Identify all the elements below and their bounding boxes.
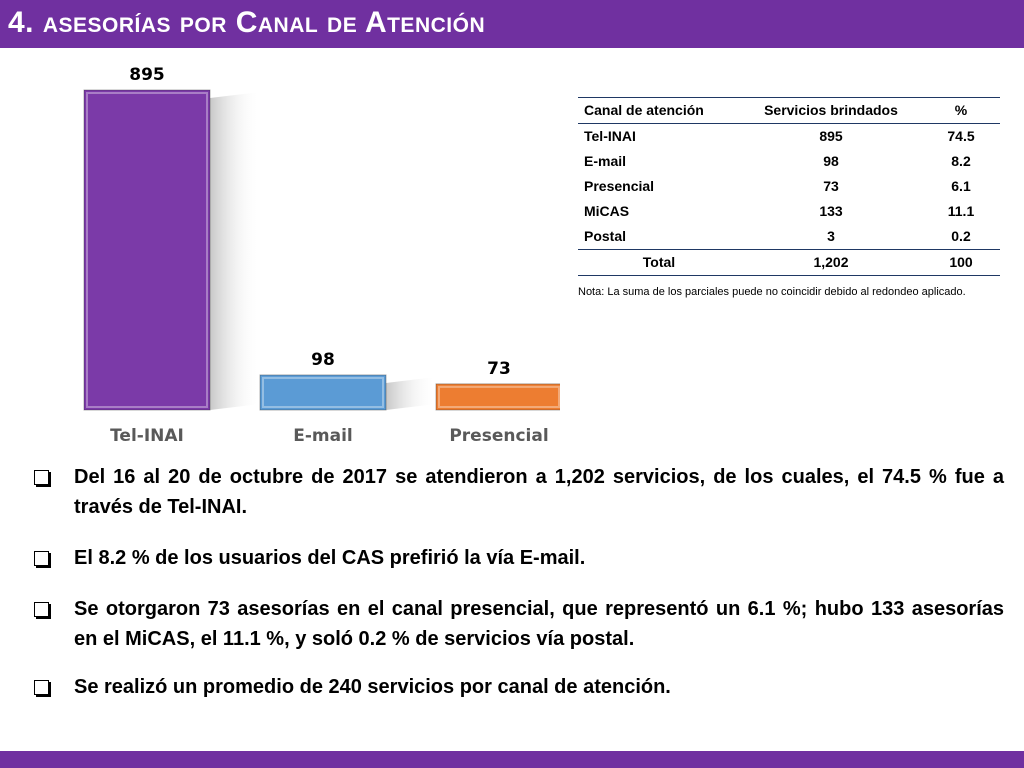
bullet-item: Se otorgaron 73 asesorías en el canal pr… [34, 594, 1004, 654]
table-cell: 133 [819, 203, 843, 219]
table-cell: Tel-INAI [584, 128, 636, 144]
table-header: Servicios brindados [740, 97, 922, 124]
table-total-percent: 100 [922, 249, 1000, 276]
bullet-item: El 8.2 % de los usuarios del CAS prefiri… [34, 543, 1004, 573]
table-cell: Postal [584, 228, 627, 244]
table-header: Canal de atención [578, 97, 740, 124]
checkbox-icon [34, 470, 49, 485]
table-cell: MiCAS [584, 203, 630, 219]
table-cell: Presencial [584, 178, 655, 194]
category-label: Tel-INAI [110, 426, 184, 446]
table-row: Tel-INAI 895 74.5 [578, 124, 1000, 150]
table-cell: E-mail [584, 153, 627, 169]
table-row: E-mail 98 8.2 [578, 149, 1000, 174]
bar-value-label: 98 [311, 350, 335, 370]
table-cell: 8.2 [951, 153, 971, 169]
bar-e-mail [259, 374, 387, 411]
bar-bevel [262, 376, 384, 409]
title-bar: 4. asesorías por Canal de Atención [0, 0, 1024, 48]
table-total-services: 1,202 [740, 249, 922, 276]
checkbox-icon [34, 680, 49, 695]
table-cell: 6.1 [951, 178, 971, 194]
bullet-text: Se realizó un promedio de 240 servicios … [74, 676, 671, 698]
table-cell: 3 [827, 228, 835, 244]
table-row: Presencial 73 6.1 [578, 174, 1000, 199]
bullet-list: Del 16 al 20 de octubre de 2017 se atend… [34, 462, 1004, 723]
table-cell: 895 [819, 128, 843, 144]
checkbox-icon [34, 551, 49, 566]
bullet-text: Se otorgaron 73 asesorías en el canal pr… [74, 598, 1004, 650]
table-row: Postal 3 0.2 [578, 224, 1000, 250]
table-cell: 73 [823, 178, 839, 194]
table-cell: 0.2 [951, 228, 971, 244]
bar-shadow [210, 92, 260, 410]
bar-value-label: 895 [129, 65, 165, 85]
bullet-item: Se realizó un promedio de 240 servicios … [34, 672, 1004, 702]
checkbox-icon [34, 602, 49, 617]
category-label: E-mail [293, 426, 353, 446]
bar-chart: 895Tel-INAI98E-mail73Presencial133MiCAS3… [83, 65, 560, 446]
bullet-item: Del 16 al 20 de octubre de 2017 se atend… [34, 462, 1004, 522]
table-cell: 74.5 [947, 128, 975, 144]
bar-value-label: 73 [487, 359, 511, 379]
table-cell: 11.1 [947, 203, 975, 219]
table-total-row: Total 1,202 100 [578, 249, 1000, 276]
data-table: Canal de atención Servicios brindados % … [578, 97, 1000, 276]
bar-bevel [438, 385, 560, 409]
table-header: % [922, 97, 1000, 124]
table-total-label: Total [578, 249, 740, 276]
bar-presencial [435, 383, 560, 411]
bar-tel-inai [83, 89, 211, 411]
table-row: MiCAS 133 11.1 [578, 199, 1000, 224]
slide-title: 4. asesorías por Canal de Atención [8, 6, 486, 39]
footer-bar [0, 751, 1024, 768]
bullet-text: Del 16 al 20 de octubre de 2017 se atend… [74, 466, 1004, 518]
table-header-row: Canal de atención Servicios brindados % [578, 97, 1000, 124]
bar-shadow [386, 376, 436, 410]
table-cell: 98 [823, 153, 839, 169]
bar-bevel [86, 92, 208, 408]
category-label: Presencial [449, 426, 548, 446]
table-note: Nota: La suma de los parciales puede no … [578, 286, 966, 298]
bullet-text: El 8.2 % de los usuarios del CAS prefiri… [74, 547, 586, 569]
